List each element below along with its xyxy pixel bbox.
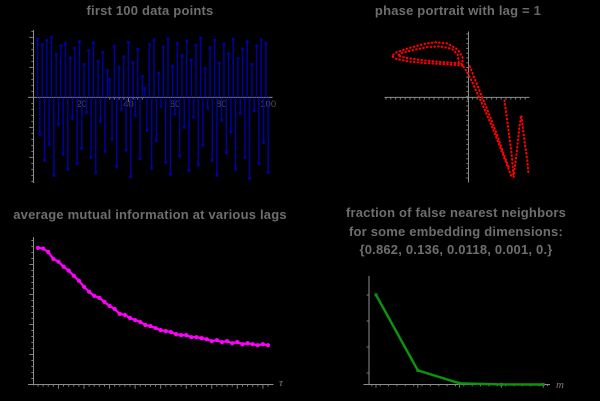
fnn-title-line1: fraction of false nearest neighbors <box>345 205 567 220</box>
stem-plot-title: first 100 data points <box>86 3 214 18</box>
fnn-title-line2: for some embedding dimensions: <box>348 223 564 239</box>
fnn-title-line3: {0.862, 0.136, 0.0118, 0.001, 0.} <box>359 242 553 257</box>
fnn-plot-axes <box>363 276 550 388</box>
ami-x-axis-label: τ <box>279 377 284 389</box>
phase-portrait-curve <box>389 41 530 179</box>
stem-plot-marks <box>36 36 270 180</box>
fnn-curve <box>374 293 545 386</box>
ami-plot-title: average mutual information at various la… <box>13 207 287 222</box>
stem-plot: 20406080100 <box>28 30 276 183</box>
phase-portrait-plot <box>384 31 530 183</box>
phase-portrait-title: phase portrait with lag = 1 <box>308 2 600 21</box>
ami-plot: τ <box>28 237 284 389</box>
fnn-x-axis-label: m <box>556 379 564 391</box>
ami-plot-axes <box>28 237 274 389</box>
fnn-plot: m <box>363 276 564 391</box>
svg-text:40: 40 <box>123 99 134 110</box>
stem-plot-xtick-labels: 20406080100 <box>76 99 276 110</box>
phase-portrait-axes <box>384 31 530 183</box>
phase-portrait-lag-value: 1 <box>533 3 542 18</box>
fnn-plot-title: fraction of false nearest neighbors for … <box>306 204 600 260</box>
ami-curve <box>35 245 271 348</box>
phase-portrait-title-prefix: phase portrait with lag = <box>374 3 534 18</box>
